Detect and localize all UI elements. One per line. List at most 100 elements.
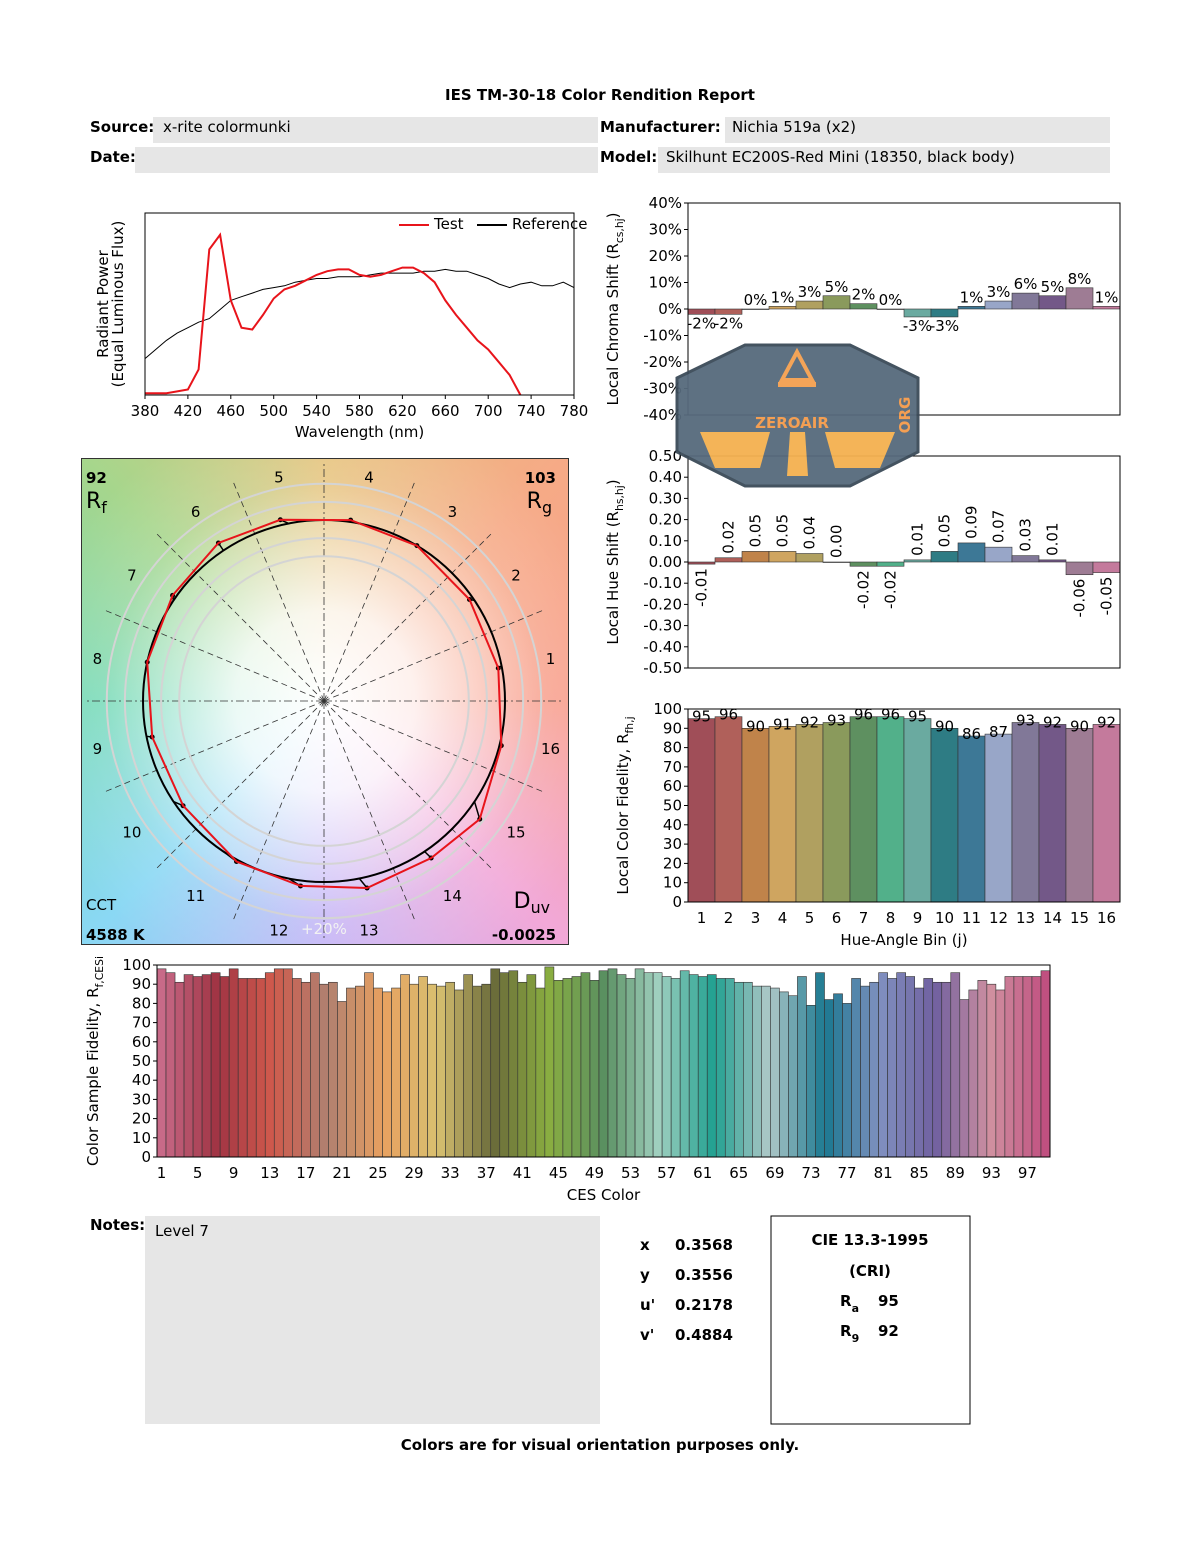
bar: [849, 303, 878, 310]
bar: [508, 970, 519, 1158]
y-tick-label: 0.40: [649, 468, 682, 486]
bin-label: 11: [186, 887, 205, 905]
duv-value: -0.0025: [492, 926, 556, 944]
x-tick-label: 14: [1043, 909, 1062, 927]
y-tick-label: 90: [132, 975, 151, 993]
chromaticity-label: x: [640, 1236, 650, 1254]
bar: [761, 985, 771, 1158]
chromaticity-label: u': [640, 1296, 655, 1314]
y-axis-label-part: ): [604, 479, 622, 485]
bar: [562, 978, 573, 1158]
bar: [255, 978, 266, 1158]
y-tick-label: 0.10: [649, 532, 682, 550]
bar: [869, 981, 879, 1158]
cct-value: 4588 K: [86, 926, 146, 944]
bar: [768, 551, 797, 563]
chromaticity-label: y: [640, 1266, 650, 1284]
y-axis-label-part: fh,j: [623, 716, 636, 733]
bar: [355, 985, 365, 1158]
y-axis-label-part: cs,hj: [613, 218, 626, 243]
bar: [903, 559, 932, 563]
y-tick-label: 90: [663, 719, 682, 737]
value-label: -0.06: [1071, 579, 1089, 618]
bar: [752, 985, 762, 1158]
bar: [1022, 976, 1033, 1158]
bin-divider: [102, 608, 325, 702]
ring: [105, 482, 543, 920]
bar: [687, 718, 716, 903]
x-tick-label: 77: [837, 1164, 856, 1182]
bar: [714, 557, 743, 563]
bar: [328, 981, 338, 1158]
bar: [670, 978, 681, 1158]
y-tick-label: 40: [663, 816, 682, 834]
series-line: [145, 232, 522, 396]
x-tick-label: 500: [259, 402, 288, 420]
y-axis-label-part: Local Hue Shift (R: [604, 511, 622, 645]
bar: [1092, 561, 1121, 573]
bar: [319, 983, 329, 1158]
bin-label: 9: [93, 740, 103, 758]
bar: [1004, 976, 1015, 1158]
x-tick-label: 57: [657, 1164, 676, 1182]
bin-divider: [323, 700, 417, 923]
value-label: 0.01: [1044, 522, 1062, 555]
bin-divider: [231, 479, 325, 702]
bar: [337, 1001, 347, 1158]
x-tick-label: 69: [765, 1164, 784, 1182]
x-tick-label: 15: [1070, 909, 1089, 927]
x-tick-label: 540: [302, 402, 331, 420]
field-label: Model:: [600, 148, 657, 166]
y-axis-label: Radiant Power: [94, 249, 112, 358]
bin-divider: [154, 531, 325, 702]
value-label: 0.04: [801, 516, 819, 549]
bar: [1092, 724, 1121, 903]
value-label: 87: [989, 723, 1008, 741]
x-tick-label: 420: [174, 402, 203, 420]
bar: [246, 978, 257, 1158]
value-label: -0.02: [855, 570, 873, 609]
x-tick-label: 33: [441, 1164, 460, 1182]
value-label: 0.09: [963, 506, 981, 539]
cri-subtitle: (CRI): [849, 1262, 891, 1280]
bar: [1011, 722, 1040, 903]
value-label: 5%: [1041, 278, 1065, 296]
bar: [741, 551, 770, 563]
bar: [984, 546, 1013, 563]
field-value: Nichia 519a (x2): [732, 118, 856, 136]
value-label: 93: [827, 712, 846, 730]
bar: [941, 981, 952, 1158]
bar: [1038, 724, 1067, 903]
bar: [984, 733, 1013, 903]
y-axis-label: Color Sample Fidelity, Rf,CESi: [84, 956, 106, 1166]
bar: [427, 983, 437, 1158]
watermark-text: ZEROAIR: [755, 414, 829, 432]
bar: [687, 561, 716, 565]
value-label: 90: [746, 717, 765, 735]
x-tick-label: 41: [513, 1164, 532, 1182]
bar: [815, 972, 825, 1158]
y-axis-label-part: f,CESi: [93, 956, 106, 987]
value-label: 0.05: [774, 514, 792, 547]
y-tick-label: 0: [672, 893, 682, 911]
bar: [517, 981, 528, 1158]
bin-label: 16: [541, 740, 560, 758]
bar: [849, 561, 878, 567]
bar: [237, 978, 248, 1158]
value-label: 0.03: [1017, 518, 1035, 551]
bar: [301, 981, 311, 1158]
ring: [160, 537, 488, 865]
field-value: Skilhunt EC200S-Red Mini (18350, black b…: [666, 148, 1015, 166]
bar: [382, 991, 392, 1158]
bar: [822, 295, 851, 310]
bar: [741, 727, 770, 903]
bar: [896, 972, 906, 1158]
bar: [957, 306, 986, 310]
bar: [923, 978, 934, 1158]
x-tick-label: 380: [131, 402, 160, 420]
x-tick-label: 37: [477, 1164, 496, 1182]
x-tick-label: 3: [751, 909, 761, 927]
bar: [797, 976, 807, 1158]
x-tick-label: 460: [216, 402, 245, 420]
value-label: 96: [719, 706, 738, 724]
